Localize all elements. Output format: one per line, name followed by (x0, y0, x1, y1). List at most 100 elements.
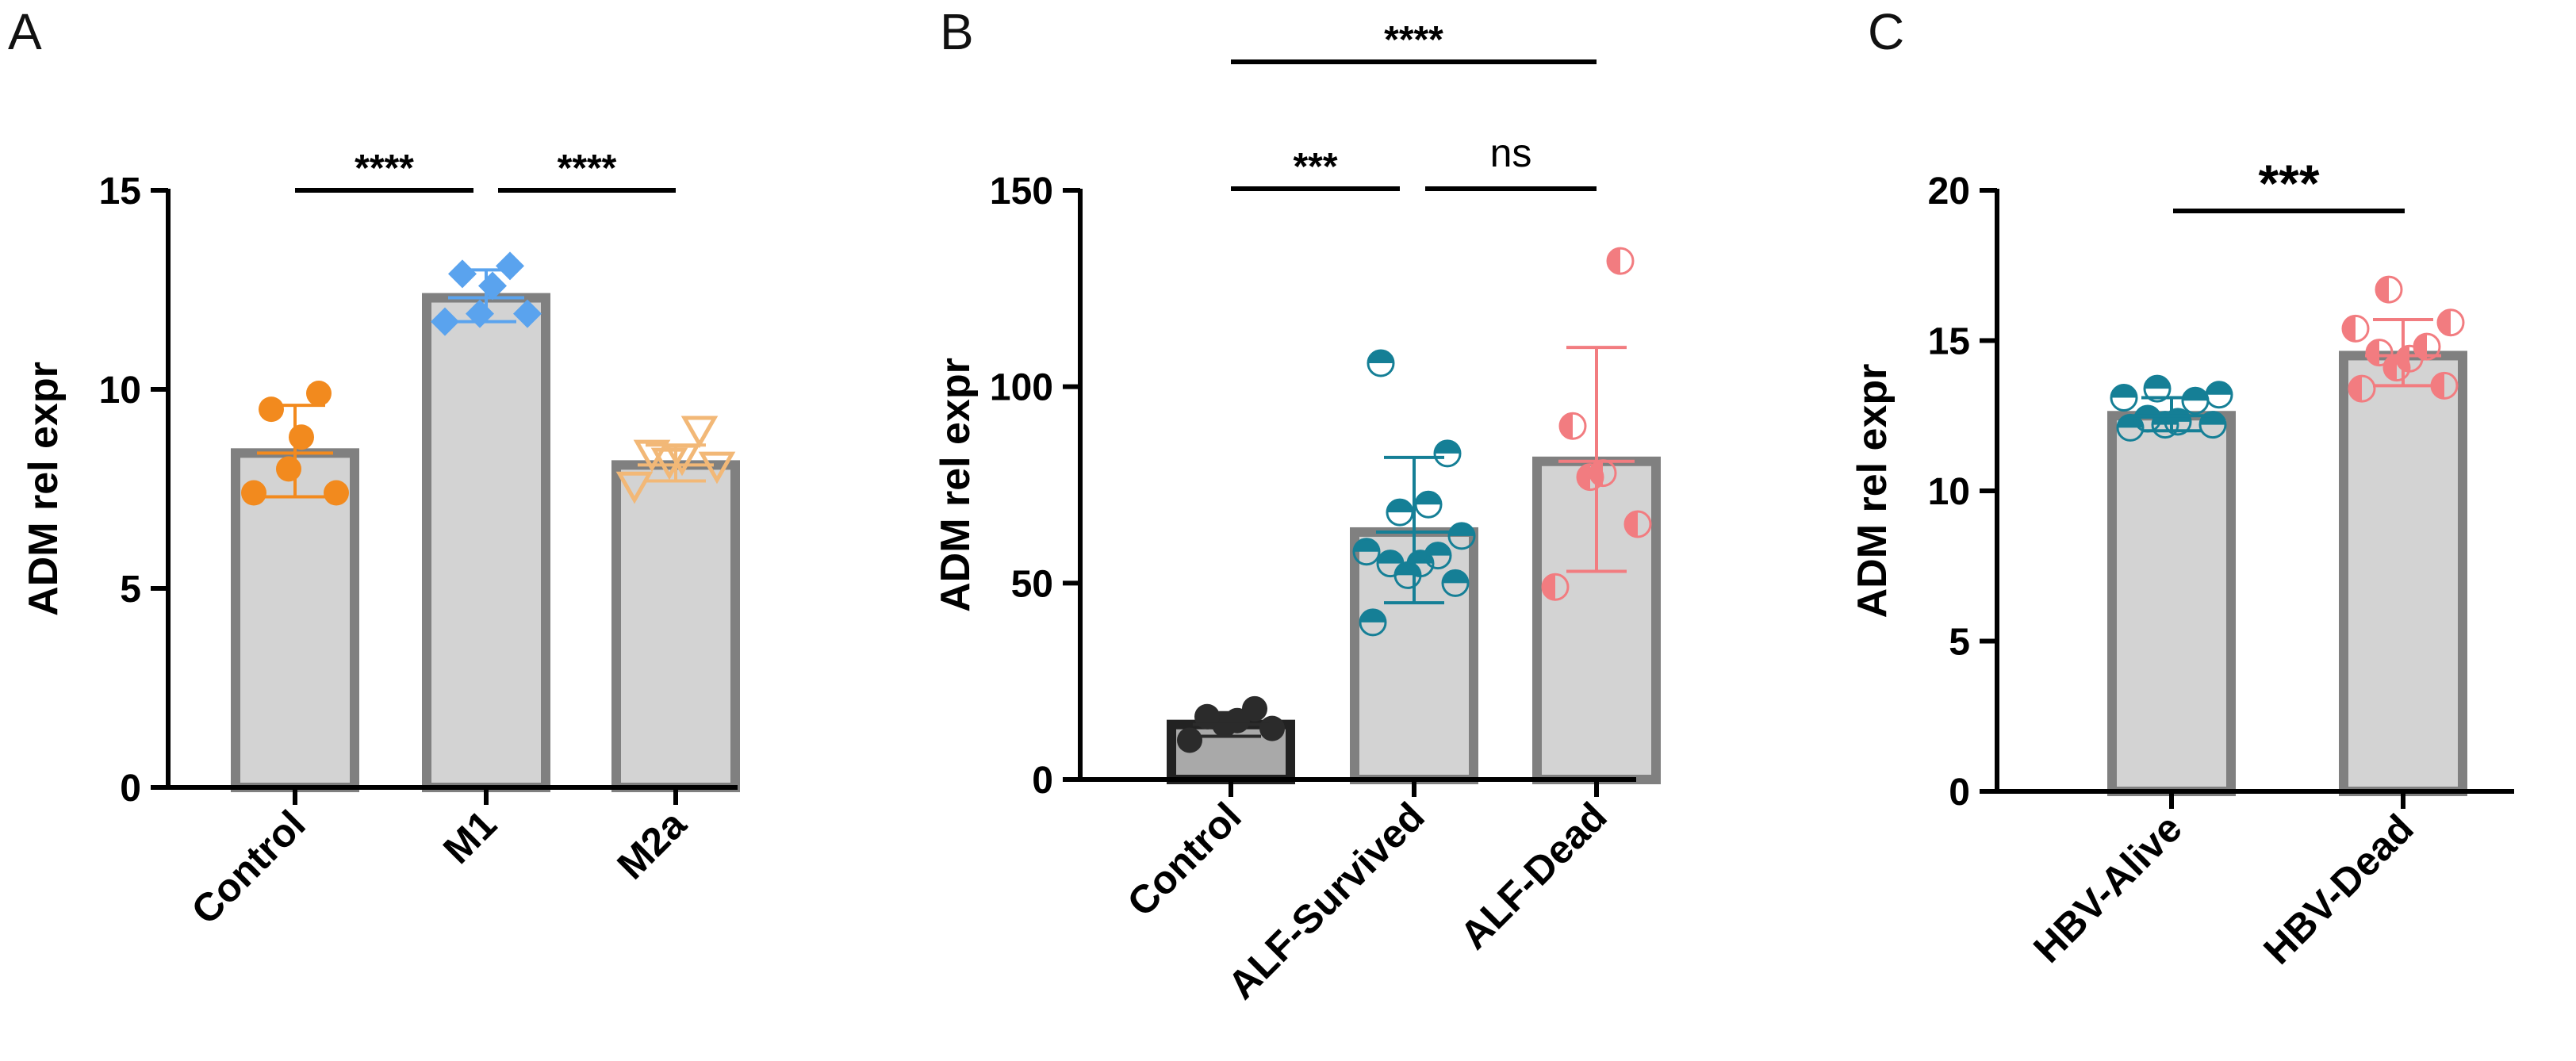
data-point (1447, 522, 1476, 550)
significance-label: *** (1293, 146, 1337, 188)
data-point (2365, 339, 2394, 367)
x-tick-label: ALF-Survived (1219, 794, 1432, 1007)
data-point (1259, 715, 1285, 741)
x-tick-label: M2a (608, 801, 695, 887)
significance-bracket: *** (2173, 154, 2405, 213)
error-bar (1193, 711, 1269, 738)
data-point (633, 439, 671, 473)
data-point (1352, 538, 1381, 566)
y-tick-label: 20 (1928, 170, 1970, 213)
data-point (496, 251, 524, 281)
y-tick-label: 100 (990, 367, 1053, 409)
bar (422, 293, 550, 793)
data-point (1367, 349, 1395, 377)
panel-c: C 0 5 10 15 20 ADM rel expr HBV-Alive HBV-Dead **… (1850, 3, 2514, 973)
significance-bracket: **** (295, 147, 473, 193)
data-point (680, 416, 719, 449)
x-tick-label: HBV-Dead (2255, 806, 2422, 973)
data-point (2110, 384, 2138, 412)
data-point (698, 451, 736, 485)
series-points (241, 381, 349, 506)
y-tick-label: 0 (120, 768, 141, 810)
y-axis-label: ADM rel expr (933, 358, 979, 612)
data-point (1541, 573, 1570, 601)
y-tick-label: 150 (990, 170, 1053, 213)
data-point (615, 471, 654, 504)
x-tick-label: Control (183, 802, 314, 933)
data-point (2181, 386, 2210, 415)
bar (2107, 411, 2236, 796)
data-point (306, 381, 332, 407)
data-point (259, 396, 284, 423)
error-bar (1376, 455, 1452, 605)
significance-label: **** (1384, 19, 1443, 61)
y-tick-label: 0 (1032, 760, 1053, 802)
data-point (448, 259, 477, 289)
data-point (513, 299, 542, 328)
data-point (1606, 247, 1635, 275)
data-point (1441, 569, 1470, 597)
data-point (1359, 608, 1387, 637)
data-point (1376, 550, 1405, 578)
panel-a: A 0 5 10 15 ADM rel expr Control M1 M2a **** **** (8, 3, 740, 933)
series-points (1541, 247, 1652, 601)
y-tick-label: 50 (1011, 563, 1053, 605)
data-point (2348, 374, 2376, 403)
error-bar (2365, 317, 2441, 388)
series-points (1352, 349, 1476, 637)
data-point (1242, 695, 1267, 722)
data-point (431, 307, 459, 336)
error-bar (2133, 396, 2210, 433)
data-point (1558, 412, 1587, 440)
x-tick-label: ALF-Dead (1451, 794, 1616, 958)
y-tick-label: 15 (99, 170, 141, 213)
panel-label: C (1868, 3, 1904, 60)
data-point (1424, 542, 1452, 570)
y-tick-label: 5 (1949, 622, 1970, 664)
data-point (1433, 439, 1462, 468)
bar (2339, 350, 2467, 796)
bar (611, 460, 740, 792)
y-tick-label: 10 (99, 370, 141, 412)
data-point (2143, 374, 2172, 403)
y-tick-label: 15 (1928, 321, 1970, 363)
y-tick-label: 10 (1928, 471, 1970, 513)
error-bar (638, 443, 714, 483)
data-point (241, 480, 266, 506)
y-tick-label: 0 (1949, 772, 1970, 814)
data-point (1177, 727, 1202, 753)
significance-label: **** (558, 147, 617, 190)
data-point (324, 480, 349, 506)
x-tick-label: HBV-Alive (2025, 806, 2191, 971)
significance-label: ns (1490, 131, 1532, 175)
error-bar (1558, 346, 1635, 573)
significance-bracket: *** (1231, 146, 1400, 191)
panel-label: B (940, 3, 974, 60)
x-tick-label: M1 (435, 802, 505, 872)
y-axis-label: ADM rel expr (1850, 364, 1896, 619)
x-tick-label: Control (1119, 794, 1250, 925)
data-point (289, 424, 314, 450)
series-points (431, 251, 542, 336)
error-bar (448, 268, 524, 324)
data-point (1386, 498, 1414, 527)
data-point (1623, 510, 1652, 538)
significance-bracket: ns (1425, 131, 1597, 191)
series-points (2341, 275, 2465, 403)
data-point (2436, 308, 2465, 337)
significance-label: **** (355, 147, 414, 190)
y-tick-label: 5 (120, 569, 141, 611)
error-bar (257, 404, 333, 499)
significance-bracket: **** (498, 147, 676, 193)
y-axis-label: ADM rel expr (21, 362, 67, 616)
data-point (2341, 314, 2370, 343)
panel-label: A (8, 3, 42, 60)
data-point (2375, 275, 2403, 304)
data-point (276, 456, 301, 482)
panel-b: B 0 50 100 150 ADM rel expr ControlALF-Survive… (933, 3, 1661, 1008)
significance-bracket: **** (1231, 19, 1597, 64)
data-point (2205, 381, 2233, 409)
significance-label: *** (2258, 154, 2319, 213)
data-point (2413, 332, 2441, 361)
